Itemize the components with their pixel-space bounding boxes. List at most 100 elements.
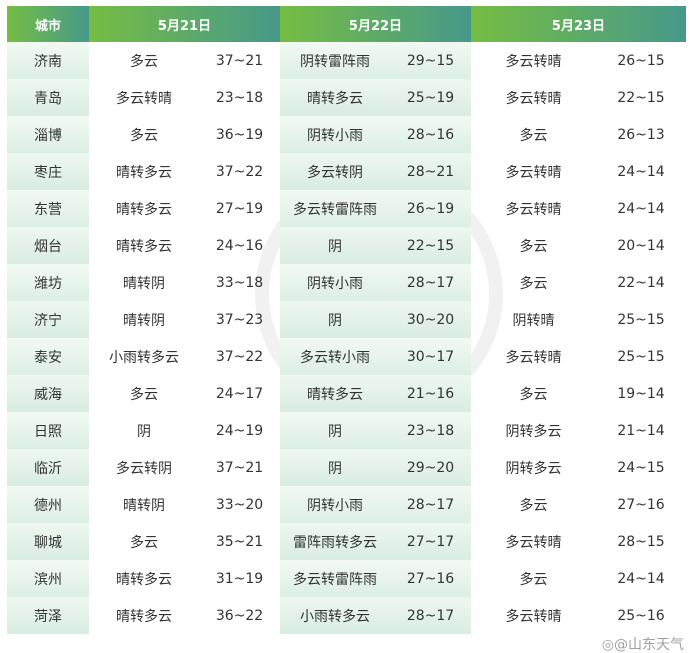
weibo-logo: ◎@山东天气 bbox=[601, 637, 684, 653]
weather-day3-cell: 多云转晴 bbox=[505, 201, 562, 218]
temp-day1-cell: 31~19 bbox=[215, 570, 264, 587]
temp-day1-cell: 37~22 bbox=[215, 348, 264, 365]
temp-day2-cell: 23~18 bbox=[390, 412, 471, 449]
table-row: 泰安 小雨转多云 37~22 多云转小雨 30~17 多云转晴 25~15 bbox=[7, 338, 686, 375]
weather-day2-cell: 阴转小雨 bbox=[280, 116, 390, 153]
weather-day3-cell: 多云转晴 bbox=[505, 349, 562, 366]
weibo-account: @山东天气 bbox=[614, 637, 684, 653]
weather-day3-cell: 阴转晴 bbox=[512, 312, 555, 329]
temp-day2-cell: 29~15 bbox=[390, 42, 471, 79]
temp-day1-cell: 33~18 bbox=[215, 274, 264, 291]
table-row: 日照阴 24~19 阴 23~18 阴转多云 21~14 bbox=[7, 412, 686, 449]
temp-day3-cell: 25~15 bbox=[617, 348, 665, 365]
city-cell: 滨州 bbox=[7, 560, 89, 597]
weather-day3-cell: 多云 bbox=[519, 238, 548, 255]
weather-day1-cell: 晴转多云 bbox=[116, 164, 172, 181]
weather-day2-cell: 阴 bbox=[280, 449, 390, 486]
city-cell: 烟台 bbox=[7, 227, 89, 264]
weather-day3-cell: 多云 bbox=[519, 127, 548, 144]
temp-day2-cell: 28~16 bbox=[390, 116, 471, 153]
table-row: 东营 晴转多云 27~19 多云转雷阵雨 26~19 多云转晴 24~14 bbox=[7, 190, 686, 227]
city-cell: 济宁 bbox=[7, 301, 89, 338]
temp-day1-cell: 37~23 bbox=[215, 311, 264, 328]
table-row: 淄博 多云 36~19 阴转小雨 28~16 多云 26~13 bbox=[7, 116, 686, 153]
temp-day2-cell: 30~20 bbox=[390, 301, 471, 338]
weather-day2-cell: 阴转雷阵雨 bbox=[280, 42, 390, 79]
table-row: 烟台 晴转多云 24~16 阴 22~15 多云 20~14 bbox=[7, 227, 686, 264]
table-row: 菏泽 晴转多云 36~22 小雨转多云 28~17 多云转晴 25~16 bbox=[7, 597, 686, 634]
city-cell: 菏泽 bbox=[7, 597, 89, 634]
header-city: 城市 bbox=[7, 6, 89, 42]
city-cell: 聊城 bbox=[7, 523, 89, 560]
city-cell: 日照 bbox=[7, 412, 89, 449]
temp-day3-cell: 28~15 bbox=[617, 533, 665, 550]
temp-day1-cell: 24~19 bbox=[215, 422, 264, 439]
header-date-3: 5月23日 bbox=[471, 6, 686, 42]
city-cell: 潍坊 bbox=[7, 264, 89, 301]
temp-day3-cell: 24~14 bbox=[617, 163, 665, 180]
weather-day3-cell: 阴转多云 bbox=[505, 460, 562, 477]
table-row: 枣庄 晴转多云 37~22 多云转阴 28~21 多云转晴 24~14 bbox=[7, 153, 686, 190]
temp-day1-cell: 37~22 bbox=[215, 163, 264, 180]
weather-day2-cell: 晴转多云 bbox=[280, 375, 390, 412]
temp-day1-cell: 35~21 bbox=[215, 533, 264, 550]
temp-day3-cell: 24~14 bbox=[617, 200, 665, 217]
temp-day3-cell: 26~13 bbox=[617, 126, 665, 143]
weather-forecast-table: 城市 5月21日 5月22日 5月23日 济南 多云 37~21 阴转雷阵雨 29~15… bbox=[7, 6, 686, 634]
table-header: 城市 5月21日 5月22日 5月23日 bbox=[7, 6, 686, 42]
temp-day3-cell: 22~14 bbox=[617, 274, 665, 291]
weather-day3-cell: 多云转晴 bbox=[505, 90, 562, 107]
temp-day2-cell: 28~21 bbox=[390, 153, 471, 190]
weather-day3-cell: 多云 bbox=[519, 571, 548, 588]
header-date-1: 5月21日 bbox=[89, 6, 280, 42]
weather-day3-cell: 多云 bbox=[519, 275, 548, 292]
table-row: 临沂 多云转阴 37~21 阴 29~20 阴转多云 24~15 bbox=[7, 449, 686, 486]
city-cell: 济南 bbox=[7, 42, 89, 79]
temp-day2-cell: 25~19 bbox=[390, 79, 471, 116]
weather-day2-cell: 小雨转多云 bbox=[280, 597, 390, 634]
temp-day3-cell: 25~16 bbox=[617, 607, 665, 624]
weather-day1-cell: 多云转晴 bbox=[116, 90, 172, 107]
weather-day1-cell: 多云 bbox=[130, 53, 158, 70]
temp-day1-cell: 33~20 bbox=[215, 496, 264, 513]
weather-day2-cell: 多云转雷阵雨 bbox=[280, 560, 390, 597]
temp-day2-cell: 27~17 bbox=[390, 523, 471, 560]
weather-day3-cell: 多云转晴 bbox=[505, 608, 562, 625]
temp-day3-cell: 27~16 bbox=[617, 496, 665, 513]
weather-day3-cell: 多云转晴 bbox=[505, 534, 562, 551]
weather-day1-cell: 多云 bbox=[130, 534, 158, 551]
city-cell: 泰安 bbox=[7, 338, 89, 375]
city-cell: 淄博 bbox=[7, 116, 89, 153]
temp-day1-cell: 27~19 bbox=[215, 200, 264, 217]
weather-day2-cell: 阴 bbox=[280, 301, 390, 338]
table-row: 青岛 多云转晴 23~18 晴转多云 25~19 多云转晴 22~15 bbox=[7, 79, 686, 116]
temp-day2-cell: 22~15 bbox=[390, 227, 471, 264]
weather-day1-cell: 多云转阴 bbox=[116, 460, 172, 477]
weather-day1-cell: 多云 bbox=[130, 127, 158, 144]
temp-day2-cell: 29~20 bbox=[390, 449, 471, 486]
weather-day1-cell: 晴转多云 bbox=[116, 201, 172, 218]
temp-day3-cell: 24~15 bbox=[617, 459, 665, 476]
temp-day1-cell: 37~21 bbox=[215, 459, 264, 476]
weather-day1-cell: 晴转阴 bbox=[123, 275, 165, 292]
weather-day3-cell: 多云 bbox=[519, 386, 548, 403]
weather-day1-cell: 阴 bbox=[137, 423, 151, 440]
weather-day2-cell: 多云转阴 bbox=[280, 153, 390, 190]
city-cell: 威海 bbox=[7, 375, 89, 412]
weather-day3-cell: 阴转多云 bbox=[505, 423, 562, 440]
weather-day2-cell: 阴 bbox=[280, 412, 390, 449]
temp-day2-cell: 30~17 bbox=[390, 338, 471, 375]
city-cell: 东营 bbox=[7, 190, 89, 227]
temp-day1-cell: 24~17 bbox=[215, 385, 264, 402]
weather-day3-cell: 多云转晴 bbox=[505, 53, 562, 70]
temp-day1-cell: 36~22 bbox=[215, 607, 264, 624]
city-cell: 枣庄 bbox=[7, 153, 89, 190]
temp-day2-cell: 28~17 bbox=[390, 486, 471, 523]
city-cell: 德州 bbox=[7, 486, 89, 523]
weather-day3-cell: 多云转晴 bbox=[505, 164, 562, 181]
temp-day2-cell: 26~19 bbox=[390, 190, 471, 227]
weather-day2-cell: 阴转小雨 bbox=[280, 486, 390, 523]
weather-day1-cell: 晴转多云 bbox=[116, 571, 172, 588]
temp-day3-cell: 21~14 bbox=[617, 422, 665, 439]
temp-day1-cell: 37~21 bbox=[215, 52, 264, 69]
